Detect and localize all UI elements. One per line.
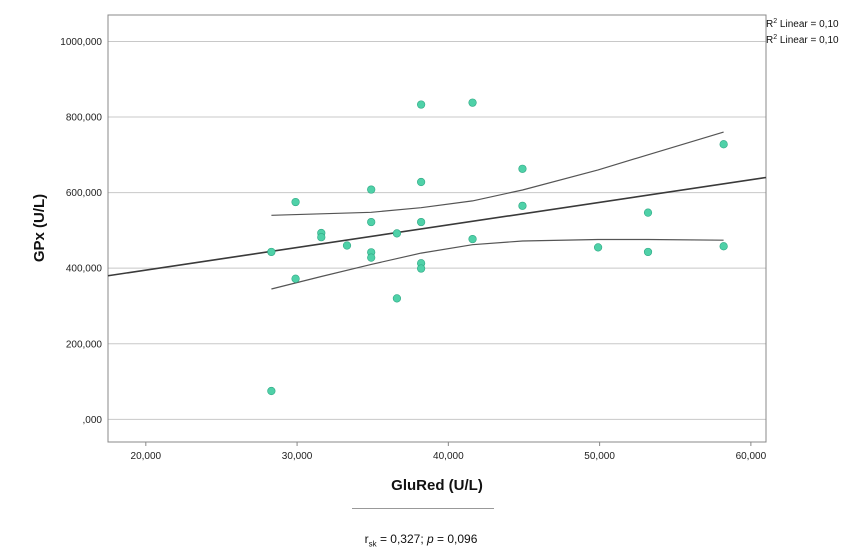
confidence-band xyxy=(271,131,724,290)
data-point xyxy=(267,247,276,257)
data-point xyxy=(291,274,300,283)
data-point xyxy=(367,217,376,227)
p-value: = 0,096 xyxy=(433,532,478,546)
data-point xyxy=(468,98,477,107)
data-point xyxy=(719,140,728,149)
y-tick-labels: ,000 200,000 400,000 600,000 800,000 1000,000 xyxy=(60,37,102,426)
x-tick-label: 60,000 xyxy=(736,451,767,462)
y-tick-label: 400,000 xyxy=(66,264,103,275)
x-tick-label: 50,000 xyxy=(584,451,615,462)
x-tick-label: 20,000 xyxy=(131,451,162,462)
fit-line xyxy=(107,176,767,277)
data-point xyxy=(468,234,477,244)
data-point xyxy=(643,247,653,257)
data-point xyxy=(367,253,376,262)
data-point xyxy=(719,242,728,251)
y-axis-title: GPx (U/L) xyxy=(31,194,48,262)
data-point xyxy=(518,164,527,173)
data-point xyxy=(392,229,402,238)
legend: R2 Linear = 0,10 R2 Linear = 0,10 xyxy=(766,18,839,46)
data-point xyxy=(342,241,352,250)
data-point xyxy=(267,386,276,396)
data-point xyxy=(518,201,527,210)
y-tick-label: 1000,000 xyxy=(60,37,102,48)
legend-entry-1: R2 Linear = 0,10 xyxy=(766,18,839,30)
ci-lower-curve xyxy=(271,238,724,290)
gridlines xyxy=(108,40,766,420)
p-symbol: p xyxy=(426,532,434,546)
r-symbol: r xyxy=(364,532,369,546)
correlation-caption: rsk = 0,327; p = 0,096 xyxy=(0,532,842,548)
r-subscript: sk xyxy=(368,539,377,549)
x-tick-label: 40,000 xyxy=(433,451,464,462)
axis-title-underline xyxy=(352,508,494,509)
legend-entry-2: R2 Linear = 0,10 xyxy=(766,34,839,46)
x-axis-title: GluRed (U/L) xyxy=(391,477,483,494)
scatter-chart: ,000 200,000 400,000 600,000 800,000 1000,000… xyxy=(31,14,839,509)
y-tick-label: 200,000 xyxy=(66,339,103,350)
data-point xyxy=(417,217,426,227)
data-point xyxy=(367,185,376,194)
fit-line-group xyxy=(107,176,767,277)
x-tick-label: 30,000 xyxy=(282,451,313,462)
data-point xyxy=(417,264,426,273)
plot-frame xyxy=(107,14,767,443)
r-value: = 0,327; xyxy=(376,532,427,546)
data-point xyxy=(392,294,402,303)
data-point xyxy=(291,197,300,207)
y-tick-label: 600,000 xyxy=(66,188,103,199)
y-tick-label: ,000 xyxy=(83,415,103,426)
data-point xyxy=(317,233,326,242)
y-tick-label: 800,000 xyxy=(66,113,103,124)
data-point xyxy=(643,208,653,217)
data-points xyxy=(267,98,728,396)
data-point xyxy=(593,243,603,252)
ci-upper-curve xyxy=(271,131,724,216)
data-point xyxy=(417,100,426,109)
data-point xyxy=(417,177,426,187)
x-tick-labels: 20,000 30,000 40,000 50,000 60,000 xyxy=(131,442,767,462)
